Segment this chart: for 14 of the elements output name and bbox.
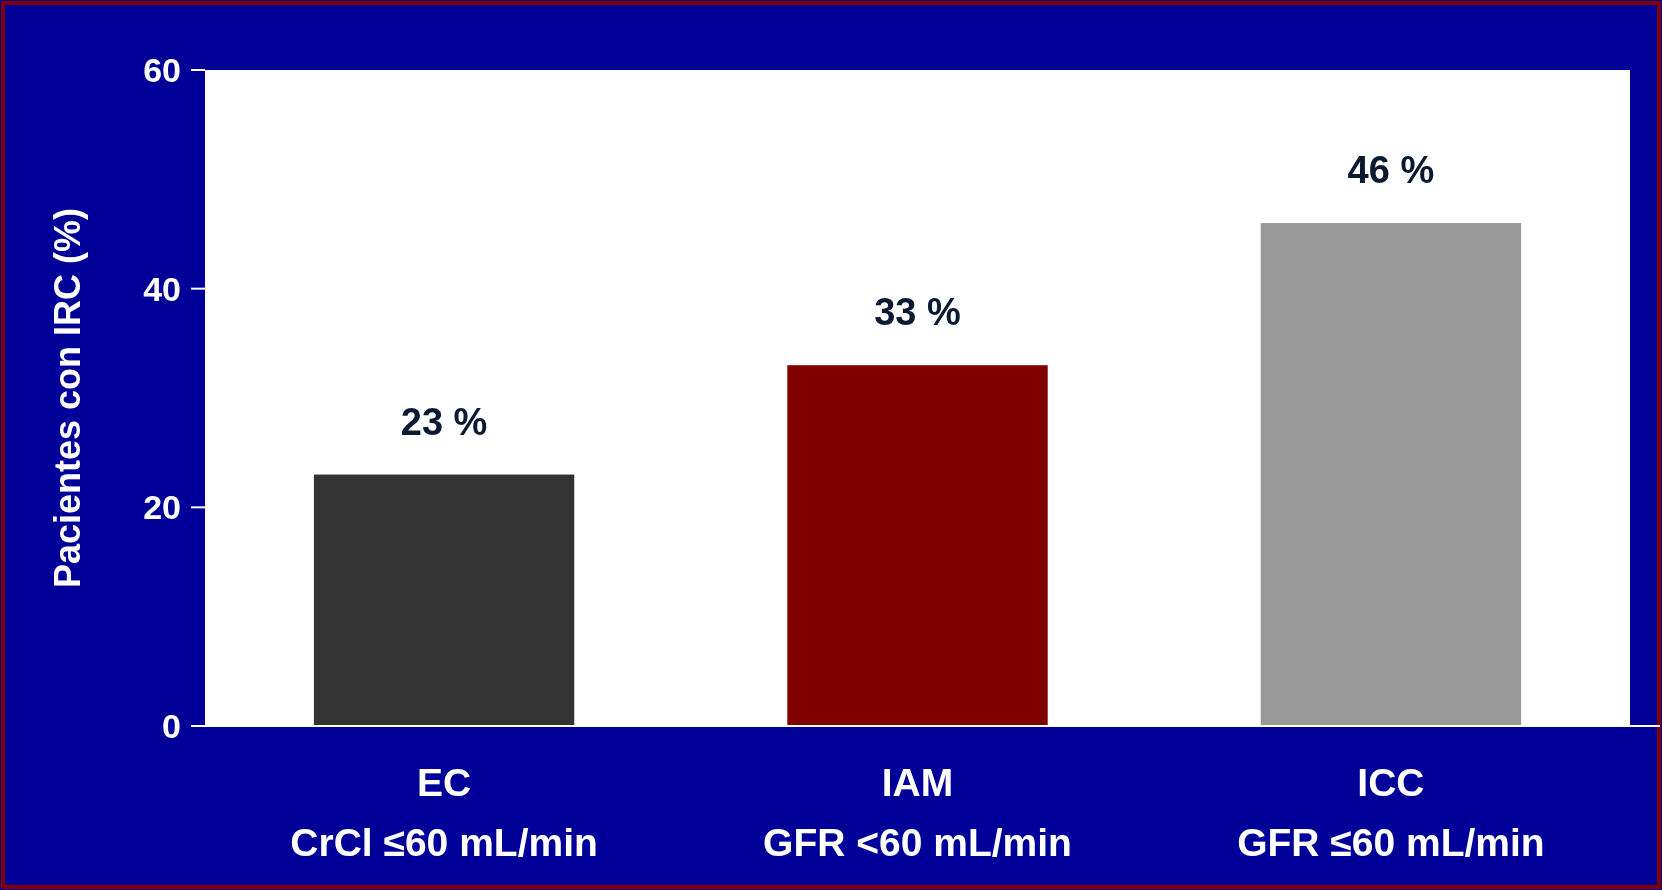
bar (1260, 223, 1522, 726)
data-label: 46 % (1347, 149, 1435, 192)
bar (787, 365, 1048, 726)
y-tick-label: 0 (162, 706, 181, 745)
y-axis-title: Pacientes con IRC (%) (47, 207, 88, 589)
x-tick-label: IAM GFR <60 mL/min (763, 761, 1072, 864)
x-tick-label: EC CrCl ≤60 mL/min (290, 761, 598, 864)
bar (313, 474, 575, 726)
y-tick-label: 40 (143, 269, 181, 308)
data-label: 23 % (400, 400, 488, 443)
x-tick-label: ICC GFR ≤60 mL/min (1237, 761, 1545, 864)
y-tick-label: 60 (143, 50, 181, 89)
data-label: 33 % (874, 291, 961, 334)
y-tick-label: 20 (143, 488, 181, 527)
